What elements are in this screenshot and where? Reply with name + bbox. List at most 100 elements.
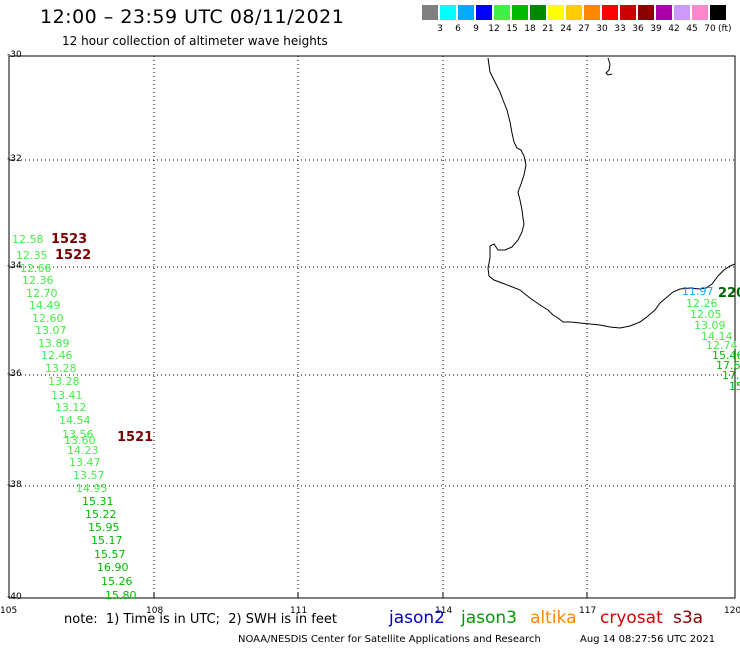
legend-label: 9 [473,24,479,34]
swh-value: 12.70 [26,287,58,300]
swh-value: 13.07 [35,324,67,337]
swh-value: 14.14 [701,330,733,343]
swh-value: 12.35 [16,249,48,262]
swh-value: 13.41 [51,389,83,402]
legend-swatch [548,5,564,20]
latitude-label: -38 [7,480,22,490]
legend-label: 39 [650,24,662,34]
swh-value: 12.66 [20,262,52,275]
swh-value: 12.60 [32,312,64,325]
coastline-australia [487,57,736,329]
swh-value: 13.60 [64,434,96,447]
satellite-name: jason3 [461,608,517,628]
legend-swatch [422,5,438,20]
legend-label: 36 [632,24,644,34]
swh-value: 15.46 [712,349,740,362]
swh-value: 15.80 [105,589,137,602]
swh-value: 11.97 [682,285,714,298]
legend-label: 15 [506,24,518,34]
latitude-label: -36 [7,369,22,379]
swh-value: 14.95 [76,482,108,495]
legend-swatch [512,5,528,20]
legend-label: 24 [560,24,572,34]
swh-value: 15.22 [85,508,117,521]
swh-value: 13.09 [694,319,726,332]
legend-label: 33 [614,24,626,34]
legend-label: 3 [437,24,443,34]
legend-swatch [620,5,636,20]
legend-swatch [494,5,510,20]
generated-timestamp: Aug 14 08:27:56 UTC 2021 [580,634,716,645]
latitude-label: -30 [7,50,22,60]
swh-value: 15.26 [101,575,133,588]
legend-swatch [566,5,582,20]
pass-time: 1522 [55,248,92,263]
legend-swatch [476,5,492,20]
swh-value: 14.23 [67,444,99,457]
swh-value: 15 [729,380,740,393]
swh-value: 15.17 [91,534,123,547]
swh-value: 13.28 [45,362,77,375]
legend-swatch [656,5,672,20]
swh-value: 13.28 [48,375,80,388]
coastline-fragment [605,57,613,76]
legend-label: 42 [668,24,680,34]
latitude-label: -34 [7,261,22,271]
satellite-name: altika [530,608,577,628]
legend-label: 21 [542,24,554,34]
graticule [9,56,735,598]
swh-value: 17.6 [716,359,740,372]
swh-value: 14.49 [29,299,61,312]
swh-value: 12.74 [706,339,738,352]
longitude-label: 114 [435,606,453,616]
swh-value: 17. [722,369,740,382]
legend-label: 12 [488,24,500,34]
longitude-label: 105 [0,606,18,616]
longitude-label: 108 [146,606,164,616]
longitude-label: 111 [290,606,308,616]
legend-label: 6 [455,24,461,34]
legend-label: 18 [524,24,536,34]
map-subtitle: 12 hour collection of altimeter wave hei… [62,34,328,48]
swh-value: 15.31 [82,495,114,508]
legend-label: 27 [578,24,590,34]
swh-value: 15.95 [88,521,120,534]
swh-value: 13.89 [38,337,70,350]
swh-value: 13.12 [55,401,87,414]
swh-value: 12.46 [41,349,73,362]
pass-time: 1521 [117,430,154,445]
swh-value: 13.47 [69,456,101,469]
legend-label: 45 [686,24,698,34]
satellite-name: s3a [673,608,704,628]
swh-value: 12.05 [690,308,722,321]
legend-swatch [638,5,654,20]
legend-swatch [584,5,600,20]
credit-text: NOAA/NESDIS Center for Satellite Applica… [238,634,541,645]
pass-time: 1523 [51,232,88,247]
legend-swatch [692,5,708,20]
swh-value: 12.26 [686,297,718,310]
pass-time: 220 [718,286,740,301]
swh-value: 12.58 [12,233,44,246]
latitude-label: -40 [7,592,22,602]
latitude-label: -32 [7,154,22,164]
legend-swatch [674,5,690,20]
legend-swatch [530,5,546,20]
longitude-label: 120 [724,606,740,616]
longitude-label: 117 [579,606,597,616]
map-frame [8,55,736,599]
legend-unit: (ft) [718,24,732,34]
footer-note: note: 1) Time is in UTC; 2) SWH is in fe… [64,612,337,627]
swh-value: 12.36 [22,274,54,287]
map-title: 12:00 – 23:59 UTC 08/11/2021 [40,6,345,28]
legend-swatch [458,5,474,20]
swh-value: 16.90 [97,561,129,574]
satellite-name: cryosat [600,608,663,628]
swh-value: 13.57 [73,469,105,482]
legend-label: 70 [704,24,716,34]
swh-value: 13.56 [62,428,94,441]
legend-swatch [602,5,618,20]
legend-swatch [440,5,456,20]
frame-ticks [8,55,736,599]
